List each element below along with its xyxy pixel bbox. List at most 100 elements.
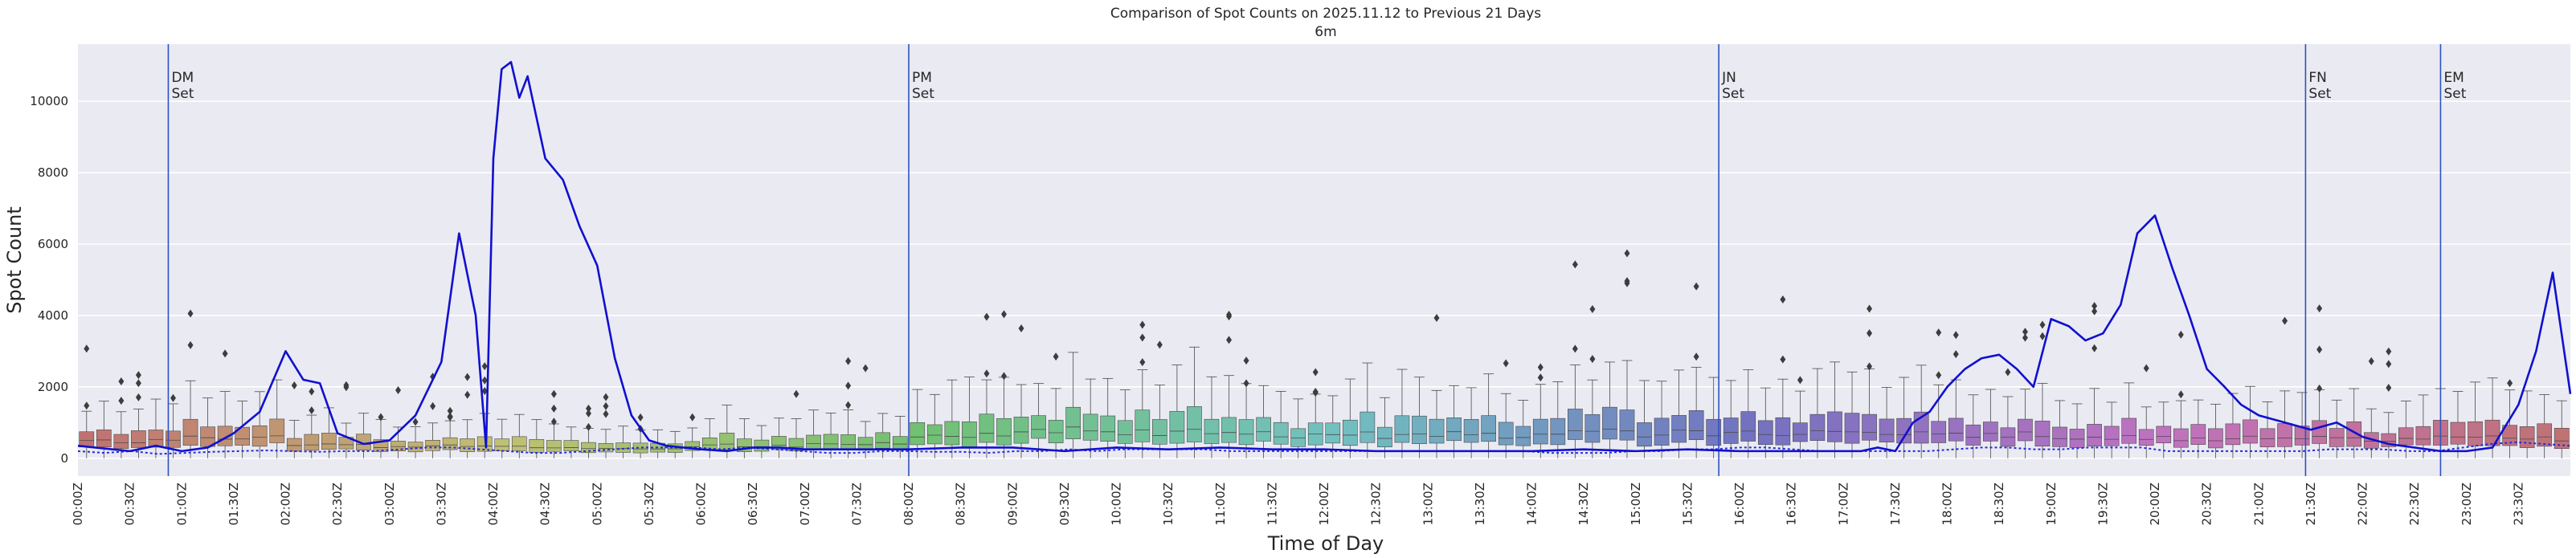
box (113, 434, 129, 449)
outlier-point (1572, 260, 1578, 269)
box (1342, 419, 1358, 446)
x-axis-label: Time of Day (1267, 532, 1384, 555)
outlier-point (603, 393, 609, 401)
x-tick-label: 08:00Z (902, 483, 916, 526)
outlier-point (1780, 355, 1786, 364)
box (1169, 411, 1185, 444)
outlier-point (135, 379, 141, 388)
box (1515, 426, 1531, 446)
x-tick-label: 08:30Z (954, 483, 968, 526)
box (1688, 410, 1704, 441)
outlier-point (1000, 310, 1007, 319)
outlier-point (862, 364, 869, 373)
box (1273, 422, 1289, 445)
outlier-point (845, 356, 852, 365)
series-lines (77, 60, 2572, 455)
x-tick-label: 23:30Z (2511, 483, 2525, 526)
box (1135, 409, 1151, 442)
chart-subtitle: 6m (1315, 24, 1336, 40)
outlier-point (2316, 304, 2323, 313)
outlier-point (1867, 329, 1873, 338)
outlier-point (637, 413, 644, 422)
box (131, 430, 146, 448)
box (615, 442, 631, 453)
x-tick-label: 19:30Z (2096, 483, 2110, 526)
box (1948, 417, 1964, 442)
box (1429, 418, 1445, 444)
x-tick-label: 02:30Z (330, 483, 345, 526)
x-tick-label: 15:30Z (1680, 483, 1695, 526)
y-axis-ticks: 0 2000 4000 6000 8000 10000 (30, 94, 68, 466)
outlier-point (1503, 359, 1509, 368)
outlier-point (447, 413, 453, 422)
outlier-point (84, 344, 90, 353)
box (1204, 418, 1220, 444)
outlier-point (1433, 313, 1440, 322)
box (494, 438, 510, 451)
x-tick-label: 21:00Z (2251, 483, 2266, 526)
x-tick-label: 14:00Z (1525, 483, 1539, 526)
outlier-point (1952, 350, 1959, 359)
outlier-point (2143, 364, 2149, 373)
box (2484, 419, 2500, 446)
x-tick-label: 13:30Z (1473, 483, 1487, 526)
outlier-point (1053, 352, 1059, 361)
outlier-point (1693, 282, 1699, 291)
outlier-point (2368, 356, 2374, 365)
box (2537, 423, 2553, 447)
box (840, 434, 856, 450)
x-tick-label: 14:30Z (1576, 483, 1591, 526)
x-tick-label: 00:00Z (71, 483, 85, 526)
outlier-point (1156, 340, 1163, 349)
box (719, 433, 735, 450)
box (2034, 421, 2051, 447)
box (1965, 424, 1981, 446)
outlier-point (2386, 360, 2392, 369)
box (442, 437, 458, 450)
outlier-point (845, 381, 852, 390)
box (1568, 409, 1583, 440)
x-tick-label: 05:30Z (642, 483, 656, 526)
outlier-point (135, 371, 141, 380)
outlier-point (1936, 328, 1942, 337)
outlier-point (1139, 333, 1146, 342)
outlier-point (585, 404, 591, 413)
box (1377, 426, 1392, 448)
box (563, 440, 579, 451)
outlier-point (550, 389, 557, 398)
outlier-point (2039, 320, 2046, 329)
x-tick-label: 03:30Z (434, 483, 448, 526)
box (2156, 426, 2172, 444)
outlier-point (2316, 384, 2323, 393)
y-tick-label: 6000 (38, 237, 68, 251)
outlier-point (2005, 368, 2011, 377)
box (1793, 422, 1808, 442)
outlier-point (464, 373, 471, 381)
y-tick-label: 8000 (38, 165, 68, 180)
box-plots (79, 346, 2570, 458)
box (2173, 428, 2189, 448)
outlier-point (412, 417, 419, 426)
box (286, 438, 302, 452)
outlier-point (1693, 352, 1699, 361)
outlier-point (1226, 310, 1233, 319)
box (771, 436, 787, 450)
outlier-point (430, 401, 436, 410)
box (1187, 406, 1202, 442)
box (875, 432, 891, 449)
box (1584, 413, 1601, 443)
outlier-point (983, 312, 990, 321)
x-tick-label: 06:00Z (694, 483, 709, 526)
event-label: JN (1721, 70, 1736, 86)
series-line (77, 60, 2572, 453)
outlier-point (1139, 320, 1146, 329)
outlier-point (481, 362, 488, 371)
box (2208, 428, 2223, 449)
y-tick-label: 4000 (38, 308, 68, 323)
x-tick-label: 13:00Z (1421, 483, 1435, 526)
outlier-point (187, 309, 194, 318)
box (1931, 421, 1947, 443)
box (2398, 427, 2414, 446)
box (2346, 421, 2362, 447)
